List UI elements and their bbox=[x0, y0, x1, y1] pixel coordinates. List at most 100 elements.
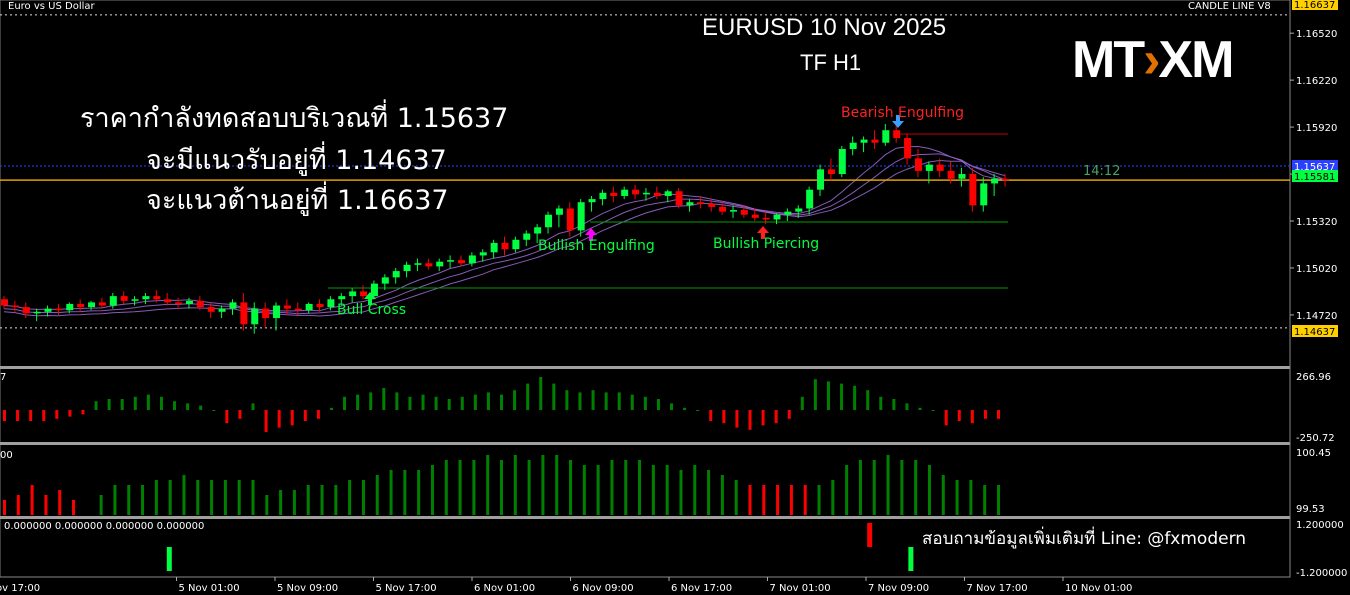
indicator2-bar bbox=[500, 460, 503, 515]
indicator1-bar bbox=[800, 396, 804, 410]
indicator1-bar bbox=[486, 392, 490, 410]
candle-body bbox=[316, 303, 324, 308]
candle-body bbox=[273, 305, 281, 319]
indicator2-bar bbox=[886, 455, 890, 515]
indicator2-bar bbox=[817, 485, 821, 515]
candle-body bbox=[599, 192, 607, 200]
candle-body bbox=[98, 302, 106, 306]
indicator1-bar bbox=[290, 410, 294, 426]
indicator1-bar bbox=[329, 407, 333, 410]
candle-body bbox=[882, 130, 890, 143]
indicator2-bar bbox=[776, 485, 780, 515]
candle-body bbox=[653, 192, 661, 196]
indicator2-bar bbox=[624, 460, 628, 515]
indicator1-bar bbox=[55, 410, 59, 419]
candle-body bbox=[251, 308, 259, 325]
candle-body bbox=[392, 271, 400, 278]
time-tick-label: 6 Nov 09:00 bbox=[573, 583, 634, 594]
indicator1-bar bbox=[552, 383, 556, 410]
indicator1-bar bbox=[395, 392, 399, 410]
indicator-2-histogram bbox=[3, 455, 1000, 515]
candle-body bbox=[817, 169, 825, 190]
candle-body bbox=[175, 302, 183, 304]
candle-body bbox=[904, 138, 912, 159]
candle-body bbox=[827, 169, 835, 175]
candle-body bbox=[370, 283, 378, 297]
indicator3-left-label: 0.000000 0.000000 0.000000 0.000000 bbox=[4, 521, 205, 532]
indicator3-bottom-label: -1.200000 bbox=[1296, 568, 1347, 579]
indicator1-bar bbox=[42, 410, 46, 421]
indicator2-bar bbox=[16, 495, 20, 515]
indicator1-bar bbox=[853, 385, 857, 410]
indicator1-left-label: 7 bbox=[0, 372, 7, 383]
indicator1-bar bbox=[879, 396, 883, 410]
indicator2-bar bbox=[113, 485, 117, 515]
candle-body bbox=[164, 299, 172, 303]
pane-separator bbox=[0, 442, 1290, 445]
candle-body bbox=[642, 192, 650, 195]
indicator2-bar bbox=[279, 490, 283, 515]
indicator2-bar bbox=[251, 480, 255, 515]
indicator2-bar bbox=[168, 480, 172, 515]
indicator1-bar bbox=[434, 396, 438, 410]
signal-bullish-piercing: Bullish Piercing bbox=[713, 236, 820, 252]
indicator1-bar bbox=[513, 390, 517, 410]
indicator2-bar bbox=[762, 485, 766, 515]
chart-subtitle: TF H1 bbox=[800, 50, 862, 75]
indicator3-spike bbox=[166, 547, 172, 571]
signal-bearish-engulfing: Bearish Engulfing bbox=[841, 105, 965, 121]
indicator1-bar bbox=[670, 403, 674, 410]
indicator1-top-label: 266.96 bbox=[1296, 372, 1331, 383]
time-tick-label: 7 Nov 17:00 bbox=[967, 583, 1028, 594]
indicator2-bar bbox=[348, 480, 352, 515]
indicator1-bar bbox=[604, 392, 608, 410]
candle-body bbox=[196, 300, 204, 308]
indicator1-bar bbox=[656, 399, 660, 410]
candle-body bbox=[131, 299, 139, 301]
indicator2-bar bbox=[196, 480, 200, 515]
indicator2-bar bbox=[969, 480, 973, 515]
indicator2-bar bbox=[693, 465, 697, 515]
indicator1-bar bbox=[761, 410, 765, 426]
level-lines bbox=[0, 14, 1290, 329]
time-tick-label: 6 Nov 01:00 bbox=[474, 583, 535, 594]
indicator1-bottom-label: -250.72 bbox=[1296, 433, 1335, 444]
candle-body bbox=[349, 291, 357, 297]
indicator1-bar bbox=[500, 394, 503, 410]
candle-body bbox=[457, 260, 465, 264]
candle-body bbox=[360, 291, 368, 297]
indicator2-bar bbox=[472, 460, 476, 515]
indicator2-bar bbox=[334, 485, 338, 515]
price-tick-label: 1.16220 bbox=[1296, 76, 1337, 87]
indicator2-bar bbox=[72, 500, 76, 515]
indicator1-bar bbox=[957, 410, 961, 421]
contact-text: สอบถามข้อมูลเพิ่มเติมที่ Line: @fxmodern bbox=[922, 529, 1247, 549]
indicator-label: CANDLE LINE V8 bbox=[1188, 1, 1271, 12]
candle-body bbox=[534, 227, 542, 234]
indicator2-bar bbox=[389, 470, 393, 515]
time-tick-label: 7 Nov 09:00 bbox=[868, 583, 929, 594]
indicator2-bar bbox=[403, 470, 407, 515]
indicator1-bar bbox=[3, 410, 6, 421]
indicator1-bar bbox=[120, 399, 124, 410]
bearish-engulfing-arrow-icon bbox=[892, 115, 904, 128]
indicator1-bar bbox=[826, 381, 830, 410]
candle-body bbox=[632, 189, 640, 195]
indicator1-bar bbox=[133, 396, 137, 410]
indicator1-bar bbox=[447, 399, 451, 410]
indicator2-bar bbox=[30, 485, 34, 515]
indicator1-bar bbox=[696, 410, 700, 411]
price-axis: 1.165201.162201.159201.156201.153201.150… bbox=[1290, 0, 1347, 579]
candle-body bbox=[523, 233, 531, 240]
candle-body bbox=[969, 174, 977, 206]
price-label-top: 1.16637 bbox=[1294, 0, 1335, 11]
candle-body bbox=[1002, 178, 1009, 181]
logo-mt: MT bbox=[1072, 31, 1145, 89]
indicator2-bar bbox=[872, 460, 876, 515]
indicator2-bar bbox=[444, 460, 448, 515]
indicator1-bar bbox=[107, 399, 111, 410]
candle-body bbox=[381, 277, 389, 284]
candle-body bbox=[980, 183, 988, 206]
indicator1-bar bbox=[356, 394, 360, 410]
candle-body bbox=[566, 208, 574, 231]
